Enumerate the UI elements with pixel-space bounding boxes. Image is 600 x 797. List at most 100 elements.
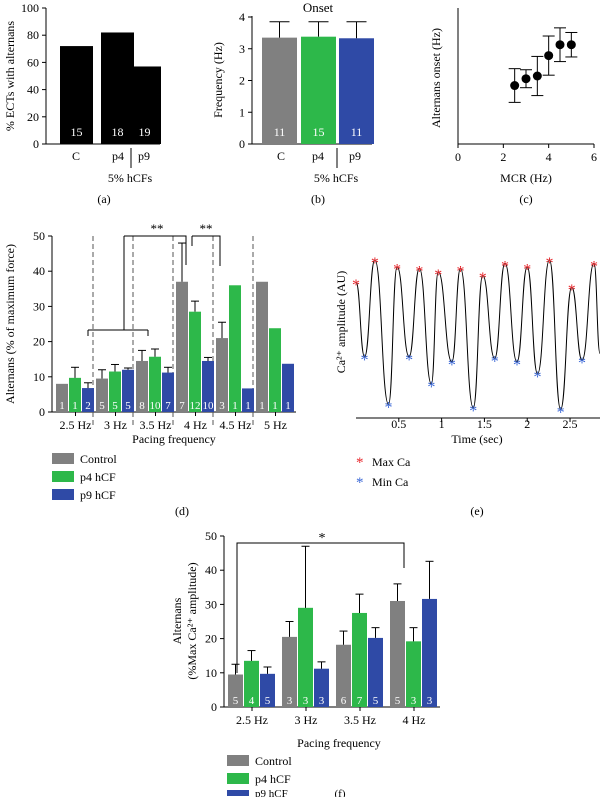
d-bar-1-2 (122, 369, 134, 412)
f-n-label-3-1: 3 (411, 695, 417, 707)
e-x-tick-label-1.5: 1.5 (477, 417, 492, 431)
d-bar-4-1 (229, 285, 241, 412)
e-min-marker-9: * (557, 405, 565, 422)
a-y-tick-label-100: 100 (21, 1, 39, 15)
b-y-tick-label-4: 4 (239, 10, 245, 24)
d-y-tick-label-20: 20 (33, 335, 45, 349)
d-bar-4-2 (242, 388, 254, 412)
f-category-label-0: 2.5 Hz (236, 713, 268, 727)
b-bar-0 (262, 37, 297, 145)
f-bars (228, 545, 437, 707)
f-category-label-1: 3 Hz (295, 713, 318, 727)
e-legend-max: Max Ca (372, 455, 411, 469)
c-point-4 (555, 40, 565, 50)
f-n-label-2-2: 5 (373, 695, 379, 707)
f-x-axis-label: Pacing frequency (297, 736, 381, 750)
a-y-axis-label: % ECTs with alternans (3, 21, 17, 131)
a-panel-label: (a) (97, 192, 110, 206)
c-points (508, 27, 578, 103)
c-point-5 (566, 40, 576, 50)
b-y-tick-label-0: 0 (239, 137, 245, 151)
b-chart-title: Onset (303, 0, 334, 15)
d-bar-3-1 (189, 311, 201, 412)
e-max-marker-9: * (545, 255, 553, 272)
d-n-label-0-1: 1 (72, 400, 78, 412)
f-legend-control: Control (255, 754, 292, 768)
d-bar-0-0 (56, 383, 68, 412)
d-legend-p4: p4 hCF (80, 470, 116, 484)
a-bar-0 (60, 46, 93, 144)
e-panel-label: (e) (470, 504, 483, 518)
c-x-axis-label: MCR (Hz) (500, 171, 552, 185)
e-x-tick-label-0.5: 0.5 (391, 417, 406, 431)
d-bar-0-2 (82, 388, 94, 412)
f-n-label-3-0: 5 (395, 695, 401, 707)
f-y-tick-label-20: 20 (205, 632, 217, 646)
d-n-label-3-2: 10 (203, 400, 215, 412)
e-max-marker-1: * (371, 255, 379, 272)
b-tick-label-p9: p9 (349, 149, 361, 163)
c-point-3 (544, 51, 554, 61)
f-bar-0-1 (244, 660, 259, 707)
e-min-marker-7: * (513, 357, 521, 374)
d-category-label-2: 3.5 Hz (140, 418, 172, 432)
b-y-tick-label-1: 1 (239, 105, 245, 119)
a-n-labels: 15 18 19 (71, 125, 151, 139)
e-max-marker-10: * (568, 282, 576, 299)
f-n-label-0-0: 5 (233, 695, 239, 707)
b-panel-label: (b) (311, 192, 325, 206)
panel-a: 0 20 40 60 80 100 15 18 19 C p4 p9 5% hCFs % EC… (3, 1, 161, 206)
e-min-markers: * * * * * * * * * * * (361, 352, 586, 422)
e-min-marker-3: * (427, 379, 435, 396)
f-n-label-0-2: 5 (265, 695, 271, 707)
f-bar-2-1 (352, 612, 367, 707)
d-n-label-3-0: 7 (179, 400, 185, 412)
e-y-axis-label: Ca²⁺ amplitude (AU) (334, 271, 348, 374)
d-n-label-2-1: 10 (150, 400, 162, 412)
d-bar-1-1 (109, 371, 121, 412)
f-legend-swatch-control (227, 755, 249, 766)
e-x-tick-label-2: 2 (524, 417, 530, 431)
f-n-label-1-2: 3 (319, 695, 325, 707)
a-y-tick-label-60: 60 (27, 55, 39, 69)
d-n-label-4-0: 3 (219, 400, 225, 412)
a-bars (60, 32, 161, 145)
a-y-tick-label-0: 0 (33, 137, 39, 151)
f-legend-p4: p4 hCF (255, 772, 291, 786)
f-n-label-3-2: 3 (427, 695, 433, 707)
panel-e: 0.5 1 1.5 2 2.5 * * * * * * * * * * * * * * * * * * * * * * * Tim… (334, 255, 600, 518)
d-category-label-3: 4 Hz (184, 418, 207, 432)
f-y-tick-label-50: 50 (205, 529, 217, 543)
e-max-marker-8: * (523, 262, 531, 279)
d-significance-1: ** (151, 221, 164, 236)
d-bar-2-0 (136, 360, 148, 412)
d-legend-swatch-p4 (52, 471, 74, 482)
f-bar-2-2 (368, 637, 383, 707)
c-panel-label: (c) (519, 192, 532, 206)
b-tick-label-c: C (277, 149, 285, 163)
b-tick-label-p4: p4 (312, 149, 324, 163)
f-n-label-1-0: 3 (287, 695, 293, 707)
e-legend-max-marker: * (356, 455, 364, 471)
d-n-label-1-2: 5 (125, 400, 131, 412)
a-tick-label-c: C (72, 149, 80, 163)
d-y-ticks: 0 10 20 30 40 50 (33, 229, 52, 419)
e-x-axis-label: Time (sec) (451, 432, 502, 446)
e-max-marker-7: * (501, 258, 509, 275)
b-bar-1 (301, 36, 336, 145)
a-y-ticks: 0 20 40 60 80 100 (21, 1, 46, 151)
c-point-1 (521, 74, 531, 84)
d-category-label-5: 5 Hz (264, 418, 287, 432)
d-y-tick-label-40: 40 (33, 264, 45, 278)
f-y-ticks: 0 10 20 30 40 50 (205, 529, 224, 714)
f-bar-3-0 (390, 600, 405, 707)
d-significance-2: ** (200, 221, 213, 236)
d-n-label-5-0: 1 (259, 400, 265, 412)
d-x-axis-label: Pacing frequency (132, 432, 216, 446)
e-max-marker-2: * (393, 262, 401, 279)
e-x-ticks: 0.5 1 1.5 2 2.5 (391, 417, 577, 431)
c-y-axis-label: Alternans onset (Hz) (429, 28, 443, 128)
d-panel-label: (d) (175, 504, 189, 518)
c-point-2 (532, 71, 542, 81)
